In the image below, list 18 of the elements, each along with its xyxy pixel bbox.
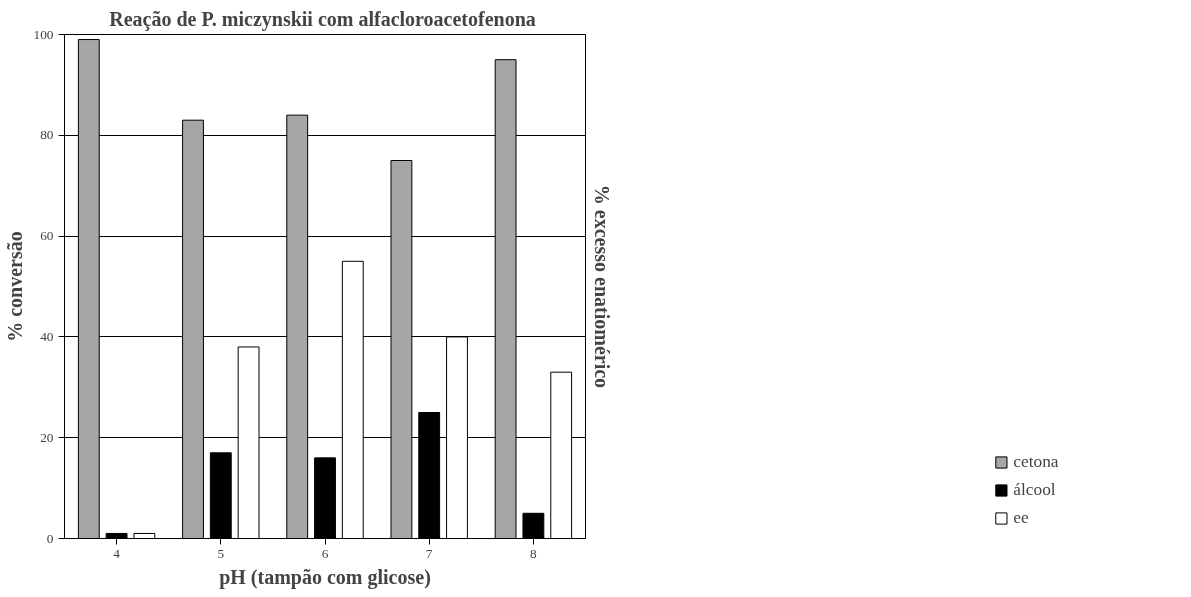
x-tick-label: 4: [113, 545, 121, 561]
y-tick-label: 0: [46, 530, 54, 546]
x-tick-label: 7: [425, 545, 433, 561]
legend-label: cetona: [1013, 452, 1059, 472]
y2-axis-title: % excesso enatiomérico: [590, 184, 613, 389]
x-tick-label: 8: [530, 545, 538, 561]
x-tick-label: 5: [217, 545, 225, 561]
y-tick-label: 40: [40, 328, 54, 344]
y-tick-label: 80: [40, 127, 54, 143]
y-tick-label: 60: [40, 228, 54, 244]
legend-label: álcool: [1013, 480, 1056, 500]
y-tick-label: 20: [40, 429, 54, 445]
y-axis-title: % conversão: [3, 231, 26, 342]
x-axis-title: pH (tampão com glicose): [219, 565, 431, 589]
legend-label: ee: [1013, 508, 1030, 528]
x-tick-label: 6: [321, 545, 329, 561]
y-tick-label: 100: [33, 26, 54, 42]
chart-title: Reação de P. miczynskii com alfacloroacetofenona: [109, 7, 536, 31]
